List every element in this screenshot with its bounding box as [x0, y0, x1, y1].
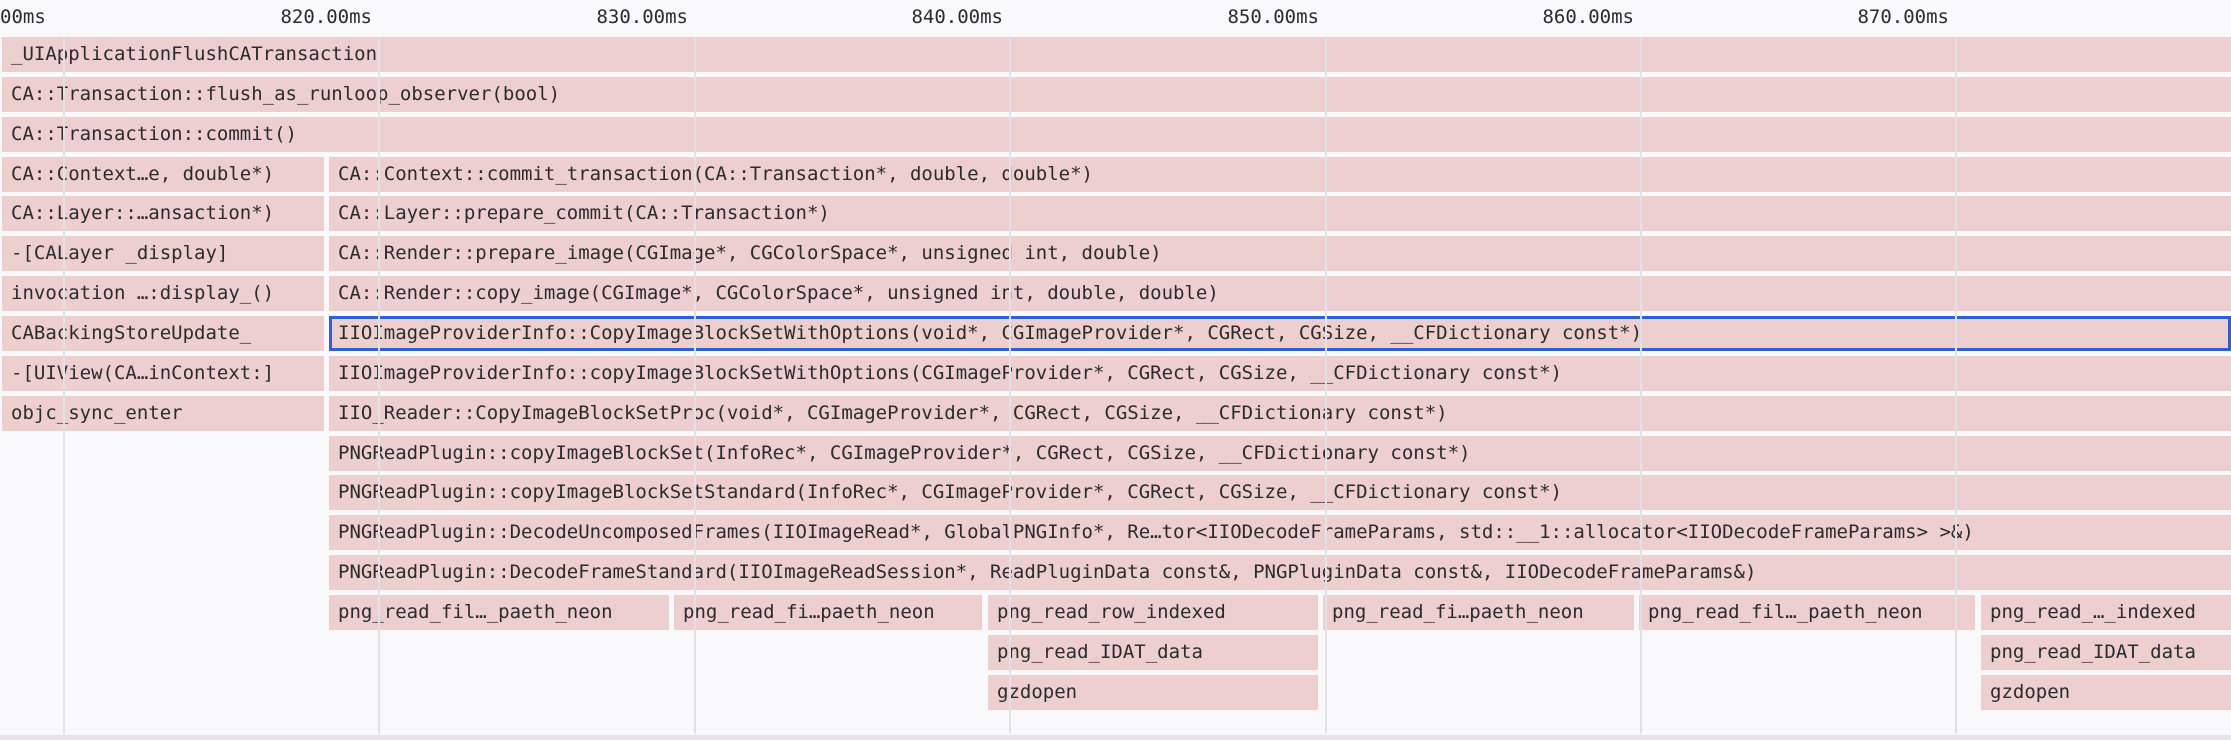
flame-frame[interactable]: png_read_…_indexed — [1981, 595, 2231, 630]
flame-frame-selected[interactable]: IIOImageProviderInfo::CopyImageBlockSetW… — [329, 316, 2231, 351]
flame-frame[interactable]: PNGReadPlugin::DecodeUncomposedFrames(II… — [329, 515, 2231, 550]
flame-frame[interactable]: CA::Layer::…ansaction*) — [2, 196, 324, 231]
flame-frame[interactable]: CA::Context::commit_transaction(CA::Tran… — [329, 157, 2231, 192]
flame-frame[interactable]: gzdopen — [988, 675, 1318, 710]
time-tick-label: 850.00ms — [1227, 6, 1319, 28]
flame-frame[interactable]: CA::Render::copy_image(CGImage*, CGColor… — [329, 276, 2231, 311]
flame-frame[interactable]: png_read_fi…paeth_neon — [674, 595, 982, 630]
time-tick-label: 870.00ms — [1857, 6, 1949, 28]
time-ruler[interactable]: 00ms 820.00ms 830.00ms 840.00ms 850.00ms 860.… — [0, 0, 2231, 39]
time-tick-label: 00ms — [0, 6, 46, 28]
flame-frame[interactable]: CA::Render::prepare_image(CGImage*, CGCo… — [329, 236, 2231, 271]
flame-frame[interactable]: IIOImageProviderInfo::copyImageBlockSetW… — [329, 356, 2231, 391]
flame-frame[interactable]: PNGReadPlugin::copyImageBlockSetStandard… — [329, 475, 2231, 510]
flame-frame[interactable]: PNGReadPlugin::copyImageBlockSet(InfoRec… — [329, 436, 2231, 471]
flame-frame[interactable]: CA::Transaction::flush_as_runloop_observ… — [2, 77, 2231, 112]
time-tick-label: 820.00ms — [280, 6, 372, 28]
flame-frame[interactable]: _UIApplicationFlushCATransaction — [2, 37, 2231, 72]
flame-frame[interactable]: PNGReadPlugin::DecodeFrameStandard(IIOIm… — [329, 555, 2231, 590]
flame-frame[interactable]: -[CALayer _display] — [2, 236, 324, 271]
flame-frame[interactable]: CABackingStoreUpdate_ — [2, 316, 324, 351]
time-tick-label: 860.00ms — [1542, 6, 1634, 28]
flame-frame[interactable]: CA::Layer::prepare_commit(CA::Transactio… — [329, 196, 2231, 231]
time-tick-label: 840.00ms — [911, 6, 1003, 28]
flame-frame[interactable]: CA::Context…e, double*) — [2, 157, 324, 192]
flame-frame[interactable]: png_read_fil…_paeth_neon — [1639, 595, 1975, 630]
flame-frame[interactable]: png_read_IDAT_data — [1981, 635, 2231, 670]
horizontal-scrollbar[interactable] — [0, 735, 2231, 740]
flame-frame[interactable]: invocation …:display_() — [2, 276, 324, 311]
flame-frame[interactable]: png_read_fil…_paeth_neon — [329, 595, 669, 630]
flame-frame[interactable]: IIO_Reader::CopyImageBlockSetProc(void*,… — [329, 396, 2231, 431]
flame-frame[interactable]: objc_sync_enter — [2, 396, 324, 431]
flame-frame[interactable]: png_read_IDAT_data — [988, 635, 1318, 670]
flame-frame[interactable]: -[UIView(CA…inContext:] — [2, 356, 324, 391]
time-tick-label: 830.00ms — [596, 6, 688, 28]
flame-frame[interactable]: png_read_fi…paeth_neon — [1323, 595, 1634, 630]
flame-frame[interactable]: CA::Transaction::commit() — [2, 117, 2231, 152]
flame-frame[interactable]: gzdopen — [1981, 675, 2231, 710]
flame-frame[interactable]: png_read_row_indexed — [988, 595, 1318, 630]
